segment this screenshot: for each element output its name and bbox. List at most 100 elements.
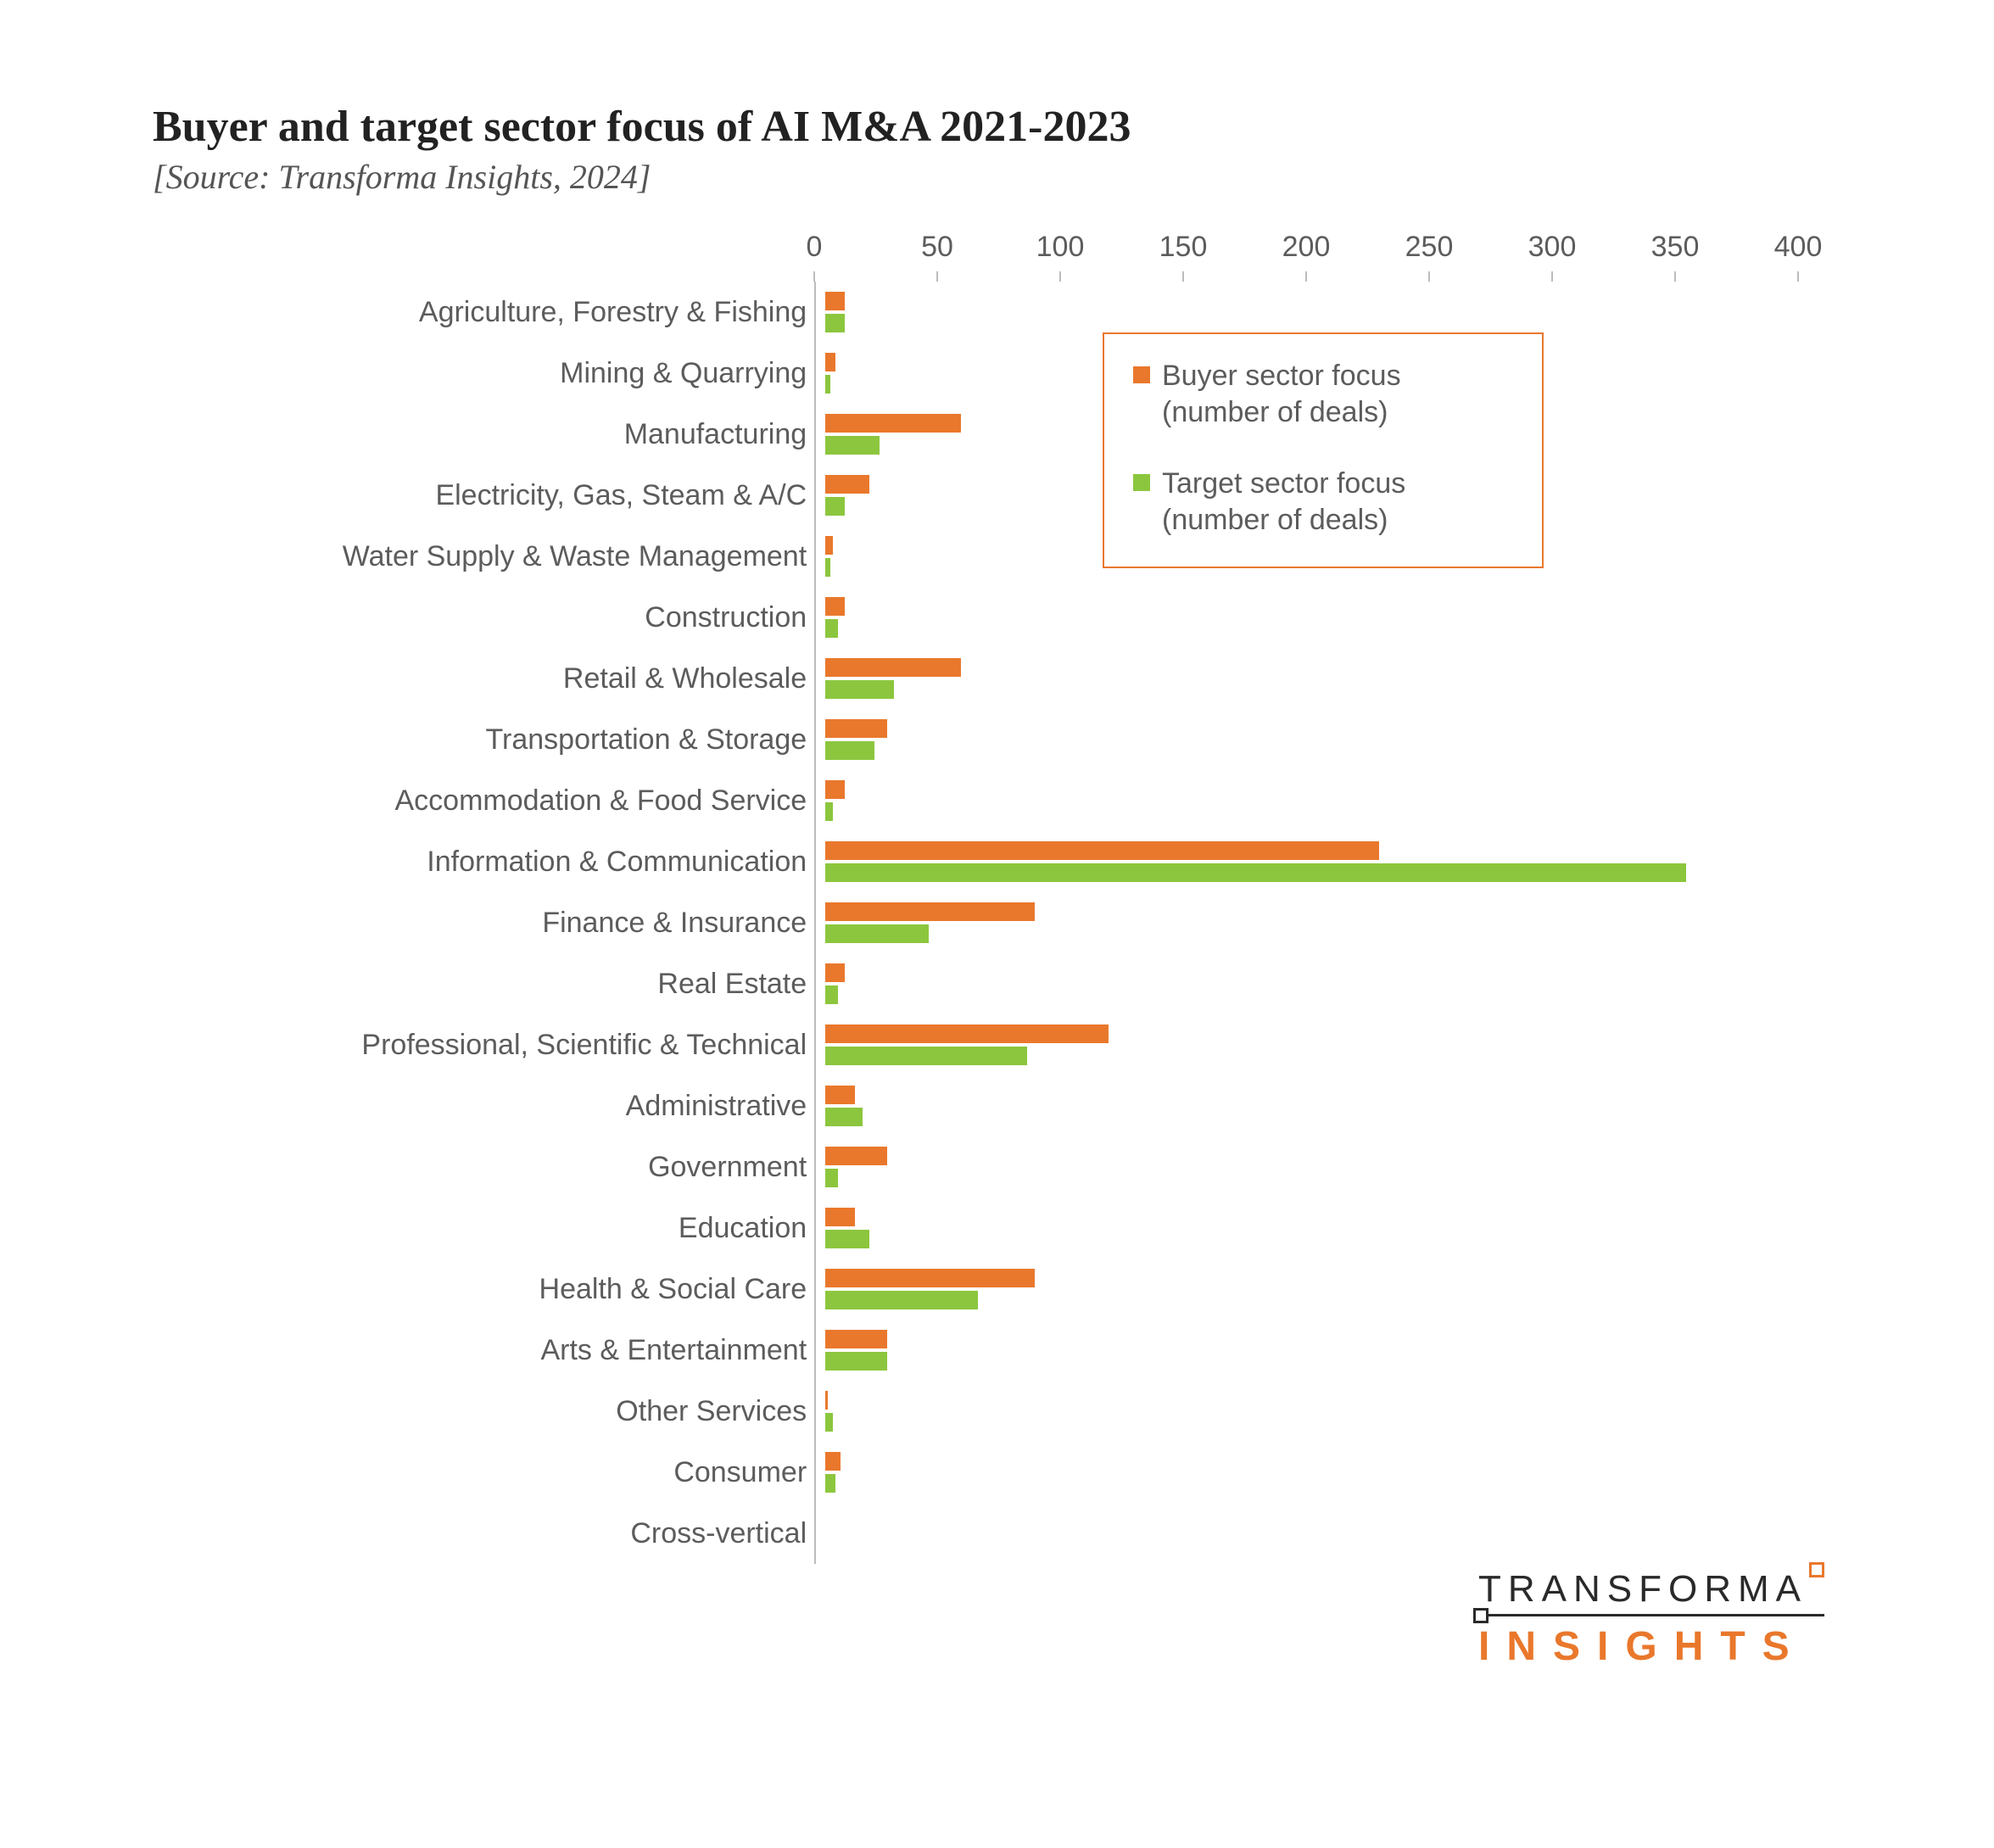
- brand-top-text: TRANSFORMA: [1478, 1568, 1807, 1610]
- bars-cell: [825, 1320, 1798, 1381]
- chart-row: Transportation & Storage: [153, 709, 1798, 770]
- x-tick-mark: [1182, 271, 1184, 282]
- brand-bot: INSIGHTS: [1478, 1614, 1824, 1670]
- bars-cell: [825, 1014, 1798, 1075]
- category-label: Finance & Insurance: [153, 907, 825, 940]
- x-tick-label: 200: [1282, 231, 1331, 264]
- category-label: Mining & Quarrying: [153, 357, 825, 390]
- chart-row: Professional, Scientific & Technical: [153, 1014, 1798, 1075]
- bars-cell: [825, 1442, 1798, 1503]
- bar-target: [825, 375, 830, 394]
- x-tick-mark: [1674, 271, 1676, 282]
- bar-buyer: [825, 1147, 887, 1165]
- legend-text: Target sector focus(number of deals): [1162, 466, 1405, 538]
- bar-buyer: [825, 719, 887, 738]
- chart-row: Health & Social Care: [153, 1259, 1798, 1320]
- bar-target: [825, 1230, 869, 1248]
- bars-cell: [825, 709, 1798, 770]
- legend-entry: Buyer sector focus(number of deals): [1133, 358, 1513, 430]
- bar-buyer: [825, 597, 845, 616]
- x-tick-mark: [936, 271, 938, 282]
- category-label: Health & Social Care: [153, 1273, 825, 1306]
- bar-target: [825, 863, 1686, 882]
- chart-row: Manufacturing: [153, 404, 1798, 465]
- bars-cell: [825, 770, 1798, 831]
- bars-cell: [825, 1075, 1798, 1136]
- x-tick-label: 400: [1774, 231, 1823, 264]
- bar-target: [825, 802, 833, 821]
- chart-row: Education: [153, 1198, 1798, 1259]
- category-label: Other Services: [153, 1395, 825, 1428]
- chart-row: Real Estate: [153, 953, 1798, 1014]
- bar-buyer: [825, 841, 1379, 860]
- bars-cell: [825, 1503, 1798, 1564]
- category-label: Cross-vertical: [153, 1517, 825, 1550]
- chart-row: Consumer: [153, 1442, 1798, 1503]
- category-label: Arts & Entertainment: [153, 1334, 825, 1367]
- x-tick-label: 100: [1036, 231, 1085, 264]
- category-label: Government: [153, 1151, 825, 1184]
- bar-buyer: [825, 536, 833, 555]
- category-label: Accommodation & Food Service: [153, 784, 825, 818]
- bar-target: [825, 1291, 978, 1309]
- x-tick-label: 250: [1405, 231, 1454, 264]
- bar-buyer: [825, 1330, 887, 1348]
- x-tick-label: 0: [807, 231, 823, 264]
- bar-buyer: [825, 292, 845, 310]
- bar-target: [825, 1108, 863, 1126]
- category-label: Real Estate: [153, 968, 825, 1001]
- category-label: Retail & Wholesale: [153, 662, 825, 695]
- bar-buyer: [825, 963, 845, 982]
- legend-entry: Target sector focus(number of deals): [1133, 466, 1513, 538]
- category-label: Transportation & Storage: [153, 723, 825, 757]
- x-tick-mark: [1551, 271, 1553, 282]
- chart-row: Retail & Wholesale: [153, 648, 1798, 709]
- legend-line1: Target sector focus: [1162, 466, 1405, 502]
- chart-row: Other Services: [153, 1381, 1798, 1442]
- chart-row: Cross-vertical: [153, 1503, 1798, 1564]
- bar-target: [825, 1413, 833, 1432]
- category-label: Administrative: [153, 1090, 825, 1123]
- category-label: Construction: [153, 601, 825, 634]
- bar-target: [825, 1474, 835, 1493]
- bar-target: [825, 985, 838, 1004]
- x-tick-mark: [813, 271, 815, 282]
- legend-line2: (number of deals): [1162, 394, 1401, 431]
- bar-target: [825, 619, 838, 638]
- x-tick-mark: [1305, 271, 1307, 282]
- brand-square-icon: [1809, 1562, 1824, 1577]
- chart-row: Administrative: [153, 1075, 1798, 1136]
- bar-target: [825, 1352, 887, 1371]
- x-tick-mark: [1059, 271, 1061, 282]
- category-label: Professional, Scientific & Technical: [153, 1029, 825, 1062]
- legend-text: Buyer sector focus(number of deals): [1162, 358, 1401, 430]
- bars-cell: [825, 1198, 1798, 1259]
- chart-row: Mining & Quarrying: [153, 343, 1798, 404]
- chart-container: 050100150200250300350400 Agriculture, Fo…: [153, 231, 1841, 1564]
- chart-row: Finance & Insurance: [153, 892, 1798, 953]
- x-tick-label: 300: [1528, 231, 1577, 264]
- x-tick-mark: [1797, 271, 1799, 282]
- bar-target: [825, 1169, 838, 1187]
- legend-swatch: [1133, 366, 1150, 383]
- bars-cell: [825, 648, 1798, 709]
- bars-cell: [825, 831, 1798, 892]
- chart-row: Water Supply & Waste Management: [153, 526, 1798, 587]
- bar-buyer: [825, 1208, 855, 1226]
- bar-target: [825, 314, 845, 332]
- bars-cell: [825, 1259, 1798, 1320]
- bar-buyer: [825, 1024, 1109, 1043]
- x-tick-label: 350: [1651, 231, 1700, 264]
- category-label: Water Supply & Waste Management: [153, 540, 825, 573]
- chart-row: Arts & Entertainment: [153, 1320, 1798, 1381]
- brand-logo: TRANSFORMA INSIGHTS: [1478, 1568, 1824, 1670]
- bars-cell: [825, 587, 1798, 648]
- bar-target: [825, 924, 929, 943]
- chart-page: Buyer and target sector focus of AI M&A …: [0, 0, 1994, 1848]
- chart-source: [Source: Transforma Insights, 2024]: [153, 157, 1841, 197]
- bar-buyer: [825, 475, 869, 494]
- bar-target: [825, 680, 894, 699]
- brand-top: TRANSFORMA: [1478, 1568, 1824, 1611]
- category-label: Consumer: [153, 1456, 825, 1489]
- bar-target: [825, 741, 874, 760]
